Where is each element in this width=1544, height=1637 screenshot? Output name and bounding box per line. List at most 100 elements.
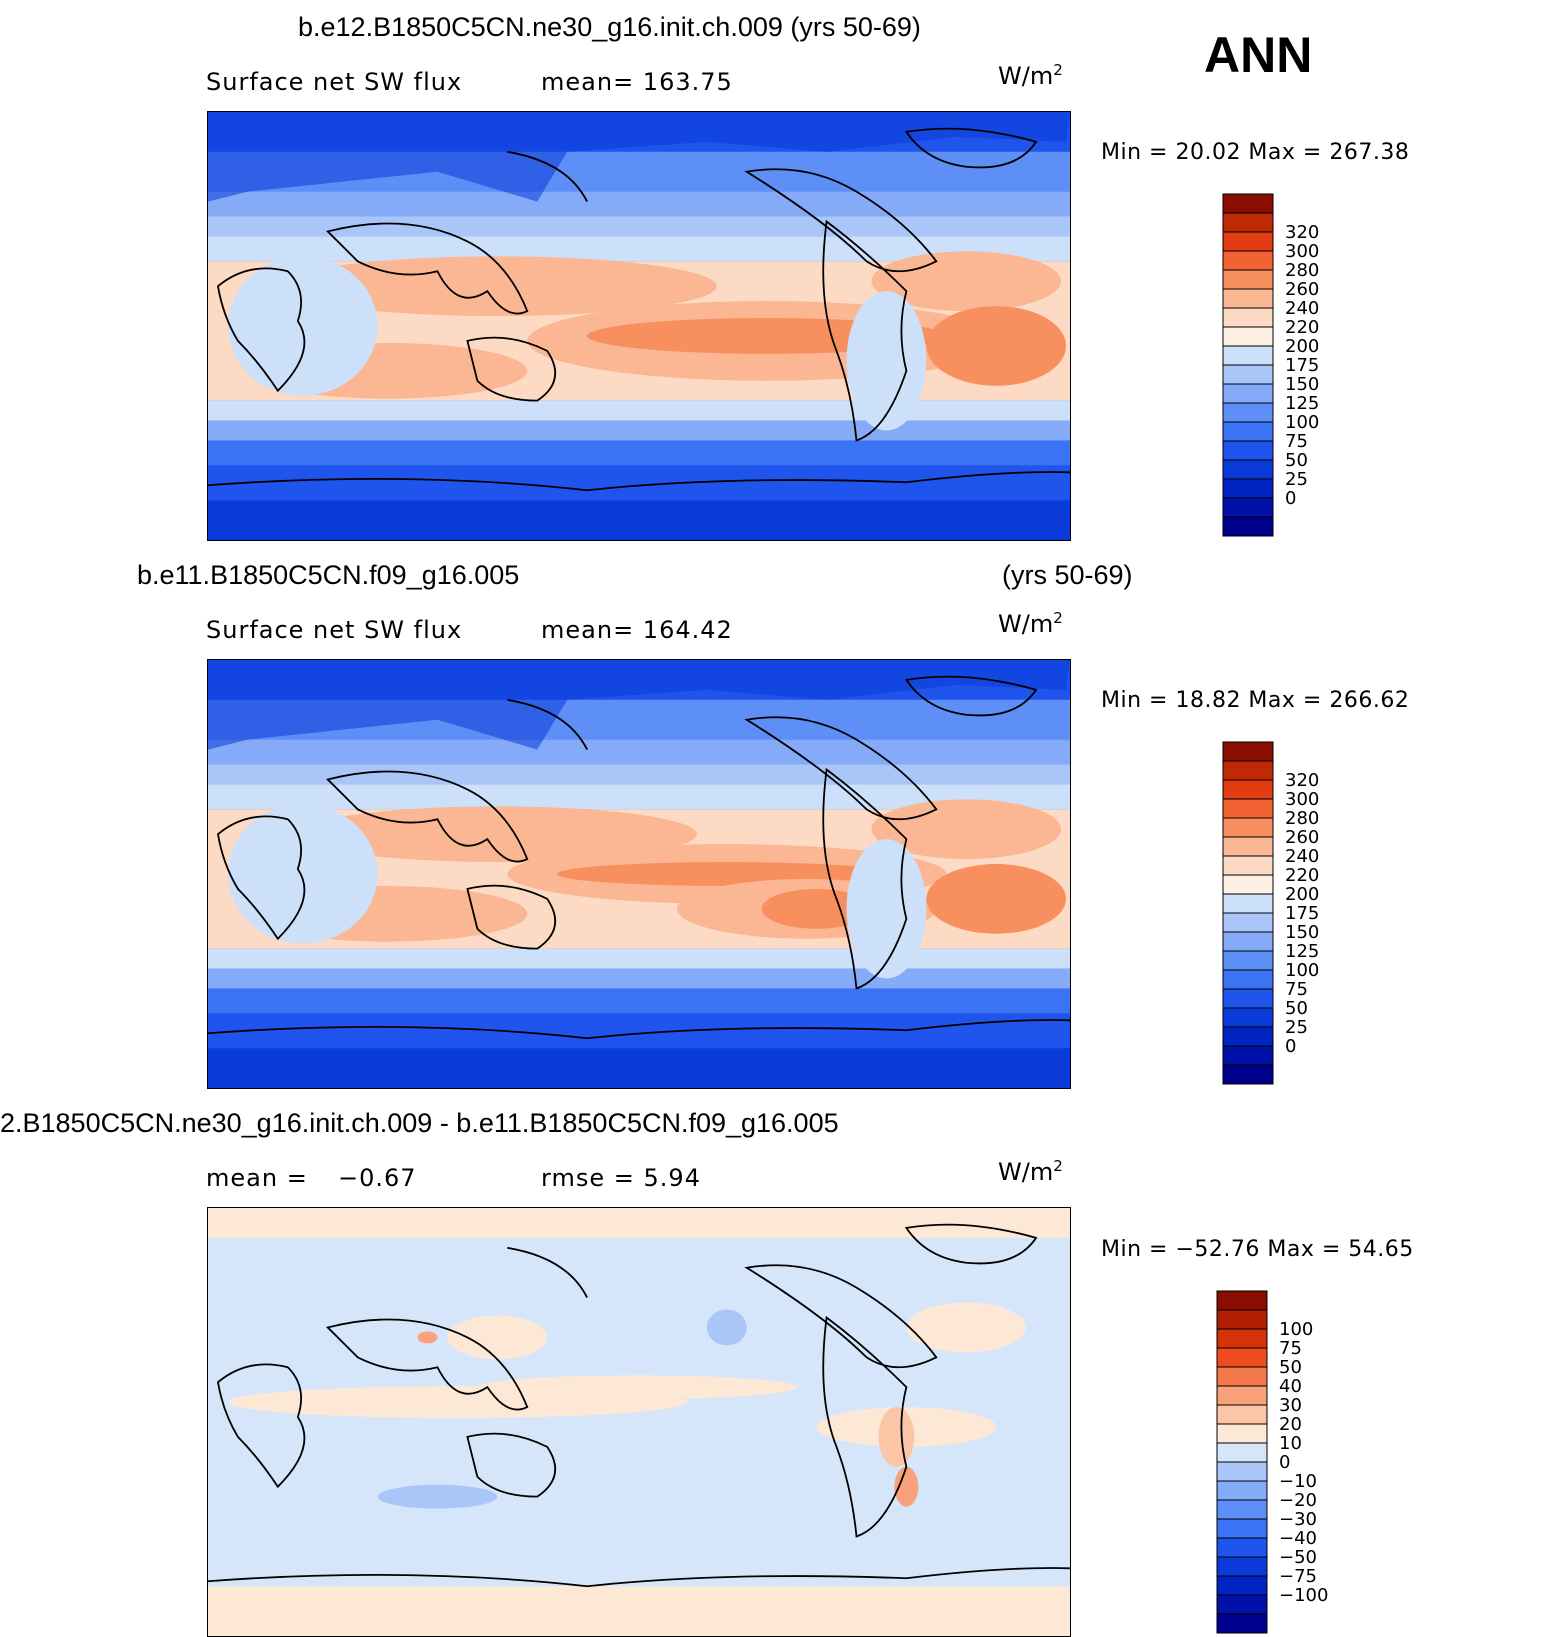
colorbar-tick-label: 10	[1279, 1433, 1302, 1454]
colorbar-swatch	[1222, 231, 1274, 252]
colorbar-swatch	[1222, 912, 1274, 933]
colorbar-swatch	[1222, 478, 1274, 499]
panel3-minmax: Min = −52.76 Max = 54.65	[1101, 1237, 1414, 1262]
colorbar-tick-label: 300	[1285, 241, 1319, 262]
colorbar-tick-label: 25	[1285, 1017, 1308, 1038]
colorbar-tick-label: −50	[1279, 1547, 1317, 1568]
colorbar-tick-label: 75	[1279, 1338, 1302, 1359]
colorbar-swatch	[1216, 1556, 1268, 1577]
panel3-mean-value: −0.67	[338, 1164, 417, 1192]
colorbar-tick-label: 50	[1279, 1357, 1302, 1378]
panel2-units: W/m2	[998, 609, 1063, 638]
colorbar-swatch	[1216, 1328, 1268, 1349]
colorbar-tick-label: 200	[1285, 884, 1319, 905]
panel2-title: b.e11.B1850C5CN.f09_g16.005	[137, 560, 520, 590]
colorbar-tick-label: −20	[1279, 1490, 1317, 1511]
panel3-title: 2.B1850C5CN.ne30_g16.init.ch.009 - b.e11…	[0, 1108, 839, 1138]
colorbar-tick-label: 280	[1285, 808, 1319, 829]
colorbar-tick-label: 75	[1285, 431, 1308, 452]
colorbar-swatch	[1222, 779, 1274, 800]
panel2-colorbar: 320 300 280 260 240 220 200 175 150 125 100 75 50 25 0	[1222, 741, 1353, 1085]
colorbar-swatch	[1222, 307, 1274, 328]
colorbar-swatch	[1222, 855, 1274, 876]
colorbar-swatch	[1216, 1442, 1268, 1463]
colorbar-swatch	[1216, 1537, 1268, 1558]
panel3-colorbar: 100 75 50 40 30 20 10 0 −10 −20 −30 −40 −50 −75 −100	[1216, 1290, 1347, 1634]
colorbar-tick-label: 220	[1285, 865, 1319, 886]
panel2-mean: mean= 164.42	[541, 616, 733, 644]
colorbar-swatch	[1222, 288, 1274, 309]
panel3-mean-label: mean =	[206, 1164, 308, 1192]
colorbar-tick-label: 175	[1285, 903, 1319, 924]
colorbar-tick-label: 20	[1279, 1414, 1302, 1435]
colorbar-swatch	[1222, 516, 1274, 537]
colorbar-tick-label: 260	[1285, 279, 1319, 300]
colorbar-swatch	[1222, 421, 1274, 442]
colorbar-tick-label: 75	[1285, 979, 1308, 1000]
panel3-rmse: rmse = 5.94	[541, 1164, 701, 1192]
colorbar-tick-label: −100	[1279, 1585, 1328, 1606]
colorbar-tick-label: 125	[1285, 393, 1319, 414]
colorbar-swatch	[1222, 1064, 1274, 1085]
colorbar-swatch	[1222, 798, 1274, 819]
colorbar-tick-label: 240	[1285, 298, 1319, 319]
colorbar-tick-label: 40	[1279, 1376, 1302, 1397]
colorbar-tick-label: 280	[1285, 260, 1319, 281]
colorbar-tick-label: 150	[1285, 374, 1319, 395]
season-label: ANN	[1204, 27, 1313, 83]
colorbar-swatch	[1222, 269, 1274, 290]
colorbar-swatch	[1222, 326, 1274, 347]
colorbar-swatch	[1222, 969, 1274, 990]
colorbar-swatch	[1216, 1461, 1268, 1482]
colorbar-swatch	[1222, 250, 1274, 271]
colorbar-tick-label: 50	[1285, 998, 1308, 1019]
colorbar-swatch	[1222, 988, 1274, 1009]
colorbar-tick-label: 125	[1285, 941, 1319, 962]
colorbar-swatch	[1216, 1385, 1268, 1406]
colorbar-tick-label: 175	[1285, 355, 1319, 376]
colorbar-swatch	[1216, 1594, 1268, 1615]
colorbar-swatch	[1222, 874, 1274, 895]
colorbar-swatch	[1216, 1290, 1268, 1311]
colorbar-swatch	[1222, 364, 1274, 385]
colorbar-swatch	[1222, 402, 1274, 423]
colorbar-tick-label: 240	[1285, 846, 1319, 867]
colorbar-swatch	[1222, 741, 1274, 762]
panel1-units: W/m2	[998, 61, 1063, 90]
colorbar-tick-label: −30	[1279, 1509, 1317, 1530]
colorbar-swatch	[1216, 1309, 1268, 1330]
colorbar-tick-label: 100	[1285, 960, 1319, 981]
colorbar-swatch	[1216, 1575, 1268, 1596]
colorbar-tick-label: 320	[1285, 222, 1319, 243]
colorbar-swatch	[1222, 459, 1274, 480]
panel3-units: W/m2	[998, 1157, 1063, 1186]
colorbar-tick-label: 100	[1285, 412, 1319, 433]
colorbar-tick-label: 300	[1285, 789, 1319, 810]
colorbar-swatch	[1222, 836, 1274, 857]
colorbar-swatch	[1216, 1499, 1268, 1520]
colorbar-tick-label: 0	[1285, 1036, 1296, 1057]
colorbar-tick-label: 220	[1285, 317, 1319, 338]
colorbar-swatch	[1216, 1423, 1268, 1444]
colorbar-tick-label: −40	[1279, 1528, 1317, 1549]
colorbar-swatch	[1222, 1026, 1274, 1047]
colorbar-swatch	[1222, 950, 1274, 971]
colorbar-swatch	[1222, 212, 1274, 233]
colorbar-tick-label: 0	[1279, 1452, 1290, 1473]
colorbar-swatch	[1216, 1480, 1268, 1501]
panel1-colorbar: 320 300 280 260 240 220 200 175 150 125 100 75 50 25 0	[1222, 193, 1353, 537]
panel2-variable: Surface net SW flux	[206, 616, 463, 644]
colorbar-swatch	[1216, 1518, 1268, 1539]
colorbar-swatch	[1222, 817, 1274, 838]
colorbar-tick-label: −75	[1279, 1566, 1317, 1587]
panel1-map	[207, 111, 1071, 541]
colorbar-swatch	[1222, 1007, 1274, 1028]
panel1-title: b.e12.B1850C5CN.ne30_g16.init.ch.009 (yr…	[298, 12, 921, 42]
colorbar-tick-label: 100	[1279, 1319, 1313, 1340]
colorbar-swatch	[1216, 1347, 1268, 1368]
panel1-minmax: Min = 20.02 Max = 267.38	[1101, 140, 1410, 165]
colorbar-swatch	[1222, 893, 1274, 914]
colorbar-swatch	[1222, 440, 1274, 461]
colorbar-swatch	[1222, 497, 1274, 518]
colorbar-swatch	[1222, 760, 1274, 781]
